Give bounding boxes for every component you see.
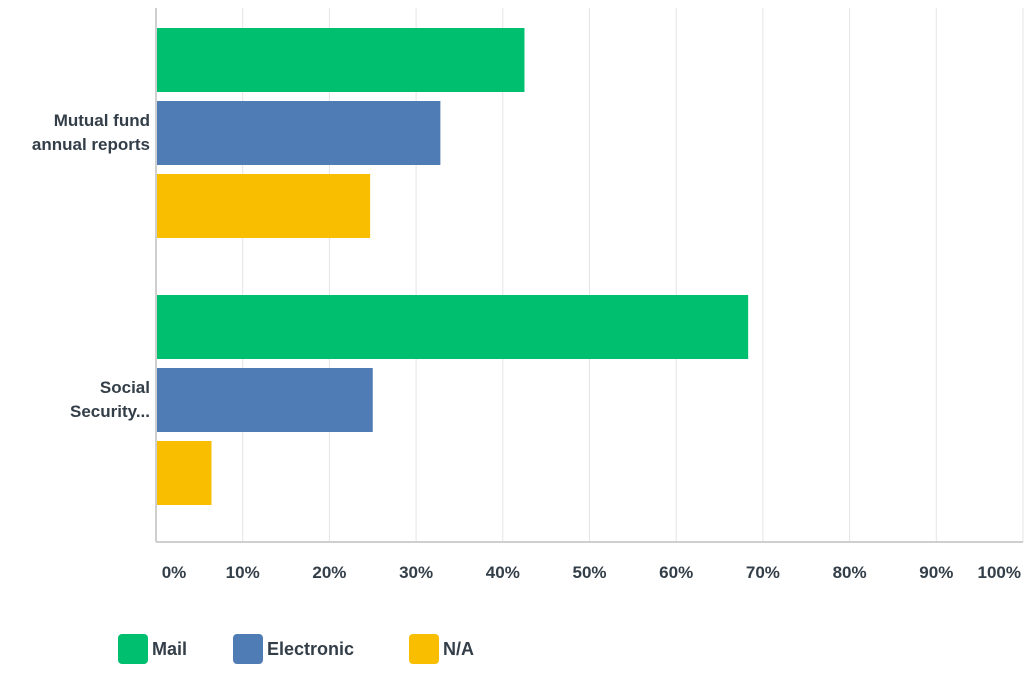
- bars: [156, 28, 749, 505]
- category-label-line: Social: [99, 378, 150, 397]
- axes: [155, 8, 1023, 543]
- tick-labels: 0% 10% 20% 30% 40% 50% 60% 70% 80% 90% 100%: [162, 563, 1021, 582]
- x-tick-label: 30%: [399, 563, 433, 582]
- category-label-line: annual reports: [31, 135, 150, 154]
- bar-n-a[interactable]: [156, 174, 371, 238]
- category-label-line: Security...: [70, 402, 150, 421]
- legend-label-mail: Mail: [152, 638, 188, 659]
- legend-swatch-mail: [118, 634, 148, 664]
- x-tick-label: 40%: [486, 563, 520, 582]
- bar-electronic[interactable]: [156, 368, 373, 432]
- x-tick-label: 20%: [312, 563, 346, 582]
- legend-item-na: N/A: [409, 634, 474, 664]
- x-tick-label: 80%: [833, 563, 867, 582]
- category-label: Mutual fund annual reports: [0, 109, 150, 157]
- x-tick-label: 90%: [919, 563, 953, 582]
- legend-label-na: N/A: [443, 638, 474, 659]
- bar-n-a[interactable]: [156, 441, 212, 505]
- x-tick-label: 10%: [226, 563, 260, 582]
- bar-mail[interactable]: [156, 28, 525, 92]
- category-label-line: Mutual fund: [53, 111, 150, 130]
- x-tick-label: 60%: [659, 563, 693, 582]
- x-tick-label: 70%: [746, 563, 780, 582]
- bar-mail[interactable]: [156, 295, 749, 359]
- legend-item-electronic: Electronic: [233, 634, 354, 664]
- legend-item-mail: Mail: [118, 634, 187, 664]
- bar-electronic[interactable]: [156, 101, 441, 165]
- x-tick-label: 50%: [572, 563, 606, 582]
- legend-swatch-na: [409, 634, 439, 664]
- x-tick-label: 100%: [978, 563, 1021, 582]
- category-label: Social Security...: [0, 376, 150, 424]
- legend-swatch-electronic: [233, 634, 263, 664]
- legend-label-electronic: Electronic: [267, 638, 355, 659]
- gridlines: [242, 8, 1024, 542]
- x-tick-label: 0%: [162, 563, 187, 582]
